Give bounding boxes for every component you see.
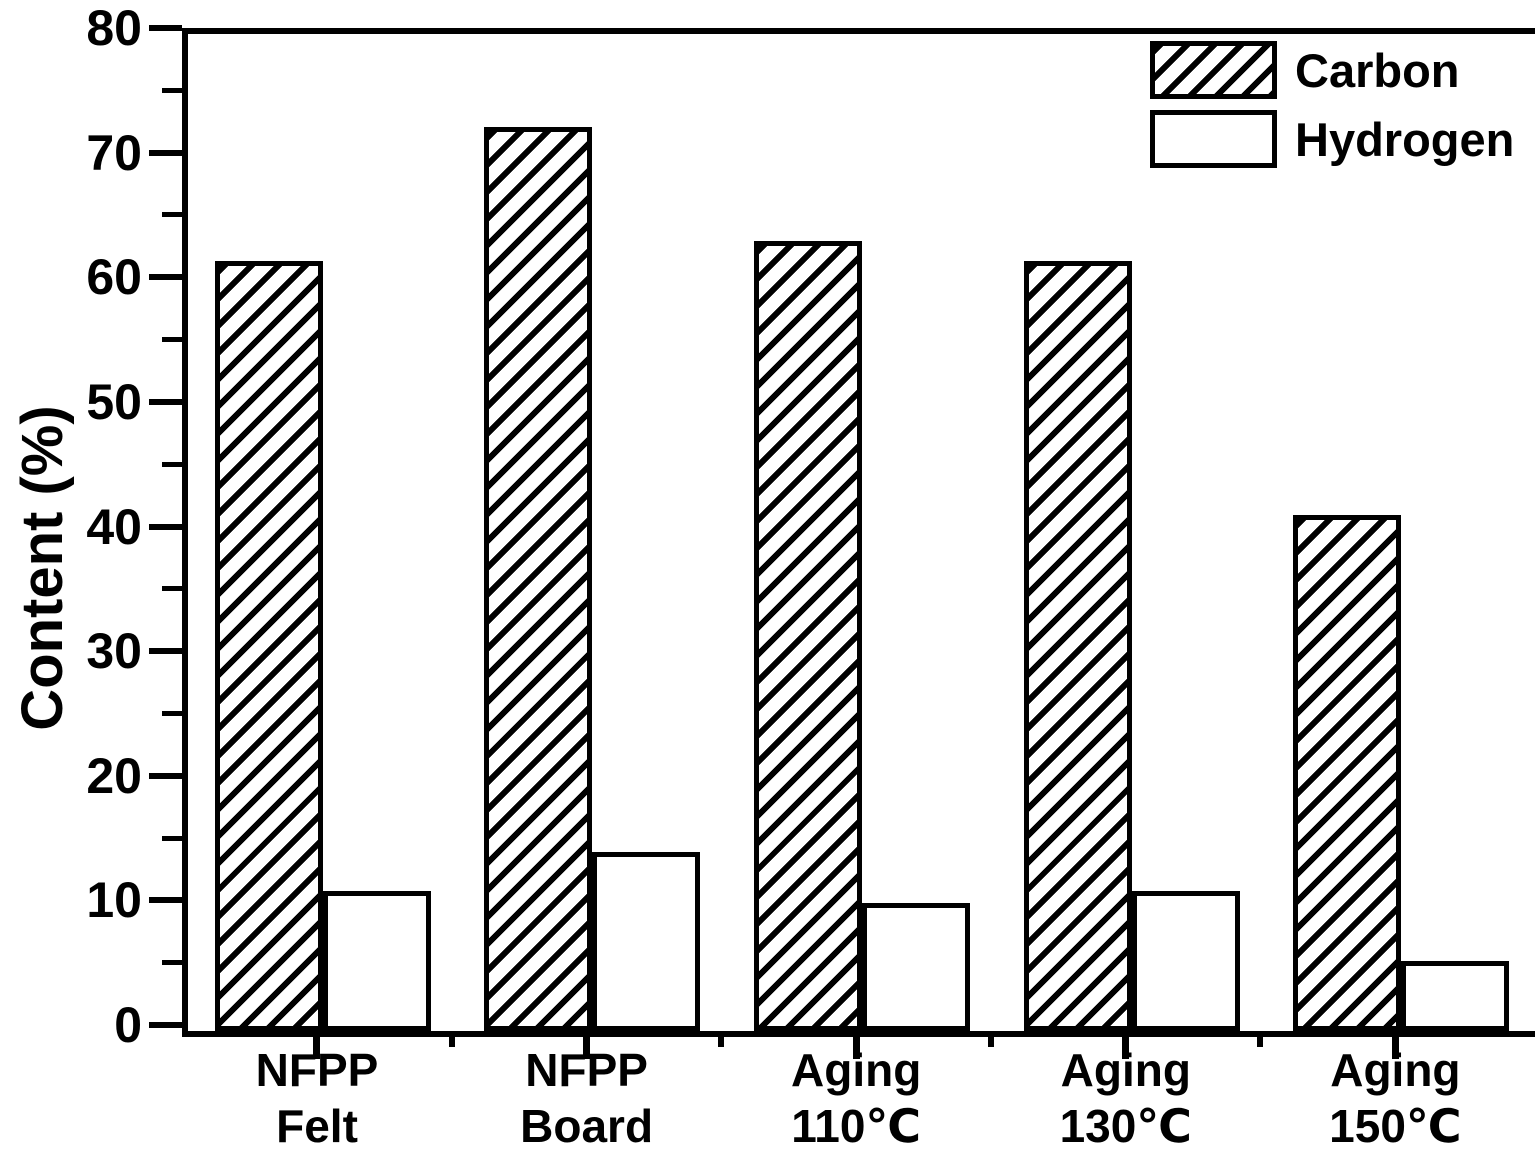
legend-item-hydrogen: Hydrogen — [1150, 109, 1514, 169]
y-major-tick — [149, 149, 182, 156]
x-category-label-line2: Felt — [276, 1100, 358, 1153]
x-category-label-line2: Board — [520, 1100, 654, 1153]
y-minor-tick — [162, 87, 182, 93]
y-major-tick — [149, 274, 182, 281]
y-minor-tick — [162, 212, 182, 218]
legend-label-carbon: Carbon — [1295, 43, 1460, 97]
x-category-label: Aging 130℃ — [991, 1042, 1261, 1154]
y-major-tick — [149, 25, 182, 31]
y-tick-label: 30 — [86, 623, 142, 680]
carbon-bar — [1293, 515, 1402, 1031]
y-tick-label: 40 — [86, 498, 142, 555]
y-tick-label: 50 — [86, 373, 142, 430]
x-minor-tick — [448, 1031, 455, 1047]
x-category-label-line1: NFPP — [525, 1044, 648, 1096]
x-minor-tick — [1257, 1031, 1264, 1047]
x-major-tick — [1391, 1031, 1399, 1059]
hydrogen-bar — [322, 891, 431, 1031]
y-major-tick — [149, 1022, 182, 1028]
x-category-label-line2: 150℃ — [1329, 1100, 1462, 1153]
x-category-label-line1: NFPP — [255, 1044, 379, 1096]
legend: Carbon Hydrogen — [1150, 40, 1514, 169]
y-minor-tick — [162, 835, 182, 841]
y-minor-tick — [162, 461, 182, 467]
x-category-label: NFPP Board — [452, 1042, 722, 1154]
carbon-bar — [484, 127, 593, 1031]
x-category-label-line2: 110℃ — [791, 1100, 922, 1153]
x-category-label-line1: Aging — [791, 1044, 922, 1096]
hydrogen-bar — [592, 852, 701, 1031]
carbon-hatch-swatch-icon — [1150, 41, 1277, 99]
y-minor-tick — [162, 337, 182, 343]
x-category-label-line1: Aging — [1060, 1044, 1191, 1096]
hydrogen-bar — [1131, 891, 1240, 1031]
y-major-tick — [149, 772, 182, 779]
hydrogen-white-swatch-icon — [1150, 110, 1277, 168]
y-tick-label: 70 — [86, 124, 142, 181]
y-tick-label: 80 — [86, 0, 142, 56]
y-tick-label: 10 — [86, 872, 142, 929]
x-major-tick — [313, 1031, 321, 1059]
x-category-label-line2: 130℃ — [1059, 1100, 1193, 1153]
x-category-label: Aging 110℃ — [721, 1042, 991, 1154]
y-minor-tick — [162, 586, 182, 592]
legend-label-hydrogen: Hydrogen — [1295, 112, 1515, 166]
y-major-tick — [149, 523, 182, 530]
x-category-label: Aging 150℃ — [1260, 1042, 1530, 1154]
y-tick-label: 60 — [86, 249, 142, 306]
legend-item-carbon: Carbon — [1150, 40, 1514, 100]
carbon-bar — [754, 241, 862, 1031]
hydrogen-bar — [862, 903, 970, 1031]
plot-area — [182, 28, 1535, 1037]
x-minor-tick — [987, 1031, 994, 1047]
carbon-bar — [1023, 261, 1132, 1031]
y-major-tick — [149, 897, 182, 904]
y-tick-label: 0 — [114, 997, 142, 1053]
y-major-tick — [149, 648, 182, 655]
y-tick-label: 20 — [86, 747, 142, 804]
x-category-label: NFPP Felt — [182, 1042, 452, 1154]
hydrogen-bar — [1401, 961, 1510, 1031]
y-minor-tick — [162, 710, 182, 716]
carbon-bar — [214, 261, 323, 1031]
y-minor-tick — [162, 960, 182, 966]
x-category-label-line1: Aging — [1330, 1044, 1461, 1096]
x-major-tick — [582, 1031, 590, 1059]
x-major-tick — [1122, 1031, 1130, 1059]
x-minor-tick — [718, 1031, 725, 1047]
y-major-tick — [149, 398, 182, 405]
x-major-tick — [852, 1031, 860, 1059]
